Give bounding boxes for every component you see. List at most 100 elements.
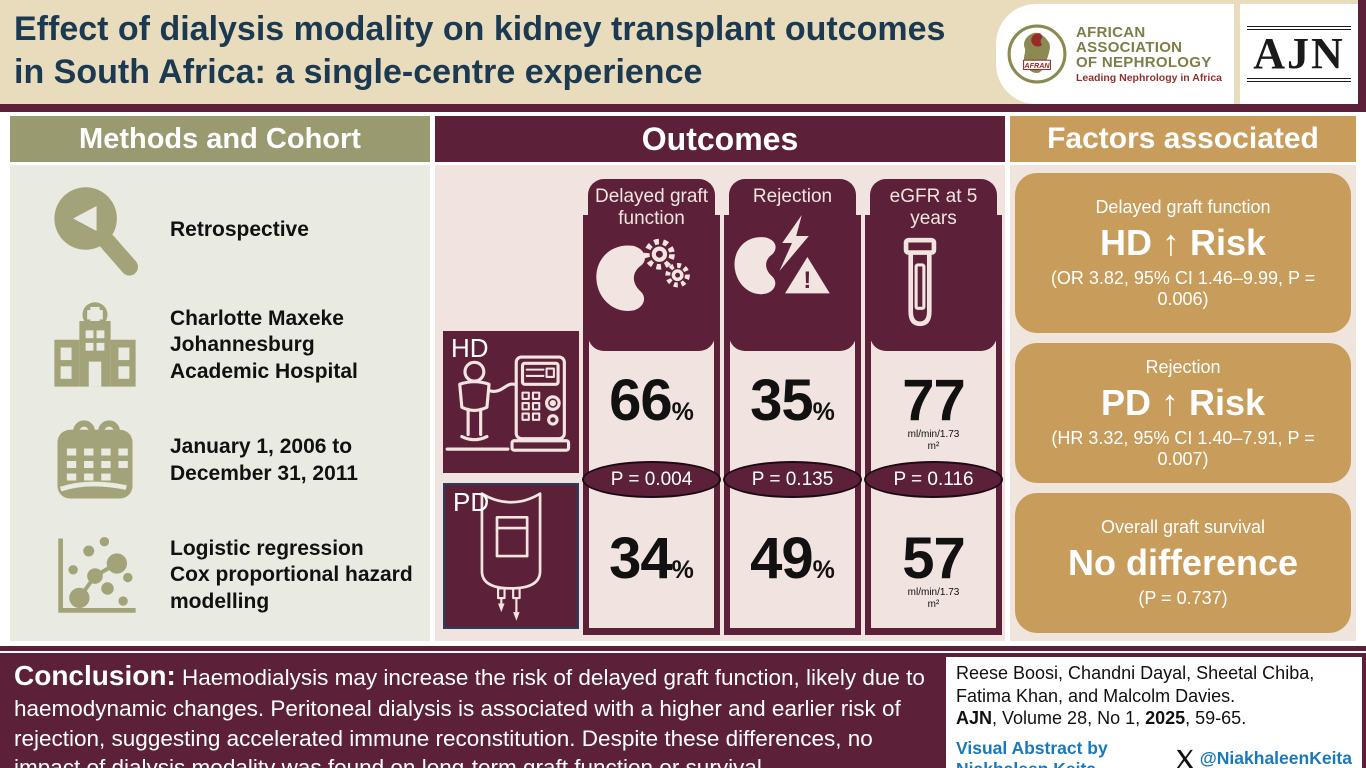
conclusion-panel: Conclusion: Haemodialysis may increase t… — [0, 653, 942, 768]
haemodialysis-machine-icon — [443, 331, 579, 471]
twitter-handle: @NiakhaleenKeita — [1199, 748, 1352, 768]
p-value-badge: P = 0.004 — [582, 461, 721, 498]
header: Effect of dialysis modality on kidney tr… — [0, 0, 1366, 104]
citation-volume: , Volume 28, No 1, — [992, 708, 1146, 728]
conclusion-text: Haemodialysis may increase the risk of d… — [14, 665, 925, 768]
credit-text: Visual Abstract by Niakhaleen Keita — [956, 737, 1108, 768]
method-row-dates: January 1, 2006 to December 31, 2011 — [20, 411, 420, 511]
factor-detail: (P = 0.737) — [1138, 588, 1228, 609]
outcomes-body: HD — [435, 165, 1005, 641]
pd-value: 34% — [583, 530, 720, 588]
credit-line: Visual Abstract by Niakhaleen Keita @Nia… — [956, 738, 1352, 768]
svg-text:!: ! — [803, 267, 811, 294]
hd-label: HD — [451, 333, 489, 363]
conclusion-label: Conclusion: — [14, 660, 176, 691]
pd-unit: % — [812, 556, 835, 584]
factors-header: Factors associated — [1010, 116, 1356, 162]
citation-panel: Reese Boosi, Chandni Dayal, Sheetal Chib… — [942, 653, 1366, 768]
citation-pages: , 59-65. — [1185, 708, 1247, 728]
pd-number: 49 — [750, 526, 814, 591]
divider — [865, 215, 871, 635]
afran-name-line3: OF NEPHROLOGY — [1075, 54, 1212, 72]
pd-value: 49% — [724, 530, 861, 588]
hd-value: 77 ml/min/1.73 m² — [865, 372, 1002, 452]
pd-number: 57 — [902, 526, 966, 591]
factor-result: HD ↑ Risk — [1099, 221, 1267, 263]
afran-logo-icon: AFRAN — [1006, 23, 1068, 85]
outcome-col-egfr: eGFR at 5 years 77 ml/min — [864, 165, 1003, 635]
pd-unit: ml/min/1.73 m² — [907, 587, 960, 610]
calendar-icon — [20, 411, 170, 511]
journal-name: AJN — [956, 708, 993, 728]
method-row-statistics: Logistic regression Cox proportional haz… — [20, 526, 420, 626]
hd-number: 66 — [609, 368, 673, 433]
ajn-logo: AJN — [1247, 25, 1351, 83]
divider — [724, 628, 861, 635]
method-row-hospital: Charlotte Maxeke Johannesburg Academic H… — [20, 296, 420, 396]
hd-number: 35 — [750, 368, 814, 433]
kidney-rejection-icon: ! — [729, 212, 856, 316]
outcomes-header: Outcomes — [435, 116, 1005, 162]
divider — [583, 215, 589, 635]
outcome-col-delayed-graft-function: Delayed graft function — [582, 165, 721, 635]
method-text: Logistic regression Cox proportional haz… — [170, 537, 413, 613]
divider — [714, 215, 720, 635]
divider — [583, 628, 720, 635]
outcome-card: Delayed graft function — [588, 179, 715, 351]
factor-result: No difference — [1067, 542, 1299, 584]
outcome-card: Rejection ! — [729, 179, 856, 351]
hd-number: 77 — [902, 368, 966, 433]
afran-tagline: Leading Nephrology in Africa — [1075, 71, 1222, 84]
factors-column: Factors associated Delayed graft functio… — [1010, 116, 1356, 641]
factor-result: PD ↑ Risk — [1100, 381, 1266, 423]
factor-detail: (HR 3.32, 95% CI 1.40–7.91, P = 0.007) — [1051, 427, 1315, 469]
methods-column: Methods and Cohort Retrospective — [10, 116, 430, 641]
header-divider — [0, 104, 1366, 112]
footer-divider — [0, 646, 1366, 651]
x-twitter-icon — [1174, 748, 1196, 768]
scatter-plot-icon — [20, 526, 170, 626]
footer: Conclusion: Haemodialysis may increase t… — [0, 653, 1366, 768]
factor-title: Delayed graft function — [1095, 196, 1271, 217]
factor-title: Rejection — [1145, 356, 1221, 377]
outcome-label: eGFR at 5 years — [889, 186, 978, 229]
methods-header: Methods and Cohort — [10, 116, 430, 162]
pd-row-box: PD — [443, 483, 579, 629]
outcome-label: Delayed graft function — [594, 186, 708, 229]
citation-year: 2025 — [1145, 708, 1186, 728]
p-value-badge: P = 0.116 — [864, 461, 1003, 498]
outcomes-column: Outcomes HD — [435, 116, 1005, 641]
outcome-col-rejection: Rejection ! 35% — [723, 165, 862, 635]
kidney-gears-icon — [588, 234, 715, 322]
pd-unit: % — [671, 556, 694, 584]
ajn-logo-box: AJN — [1240, 4, 1358, 104]
outcome-card: eGFR at 5 years — [870, 179, 997, 351]
p-value-badge: P = 0.135 — [723, 461, 862, 498]
hd-row-box: HD — [443, 331, 579, 473]
divider — [855, 215, 861, 635]
hd-value: 35% — [724, 372, 861, 430]
afran-banner-text: AFRAN — [1023, 61, 1050, 70]
factors-body: Delayed graft function HD ↑ Risk (OR 3.8… — [1010, 165, 1356, 641]
pd-label: PD — [453, 487, 490, 517]
divider — [724, 215, 730, 635]
magnifier-icon — [20, 181, 170, 281]
citation-reference: AJN, Volume 28, No 1, 2025, 59-65. — [956, 707, 1352, 730]
divider — [865, 628, 1002, 635]
hd-value: 66% — [583, 372, 720, 430]
logo-panel: AFRAN AFRICAN ASSOCIATION OF NEPHROLOGY … — [995, 4, 1358, 104]
pd-value: 57 ml/min/1.73 m² — [865, 530, 1002, 610]
divider — [996, 215, 1002, 635]
afran-logo-box: AFRAN AFRICAN ASSOCIATION OF NEPHROLOGY … — [995, 4, 1234, 104]
hd-unit: ml/min/1.73 m² — [907, 429, 960, 452]
outcome-columns: Delayed graft function — [582, 165, 1003, 635]
factor-box-rejection: Rejection PD ↑ Risk (HR 3.32, 95% CI 1.4… — [1015, 343, 1351, 484]
factor-box-delayed-graft-function: Delayed graft function HD ↑ Risk (OR 3.8… — [1015, 173, 1351, 334]
hd-unit: % — [812, 398, 835, 426]
method-text: Retrospective — [170, 218, 309, 242]
factor-box-graft-survival: Overall graft survival No difference (P … — [1015, 493, 1351, 633]
page-title: Effect of dialysis modality on kidney tr… — [14, 10, 946, 91]
factor-detail: (OR 3.82, 95% CI 1.46–9.99, P = 0.006) — [1050, 267, 1316, 309]
method-text: Charlotte Maxeke Johannesburg Academic H… — [170, 307, 358, 383]
